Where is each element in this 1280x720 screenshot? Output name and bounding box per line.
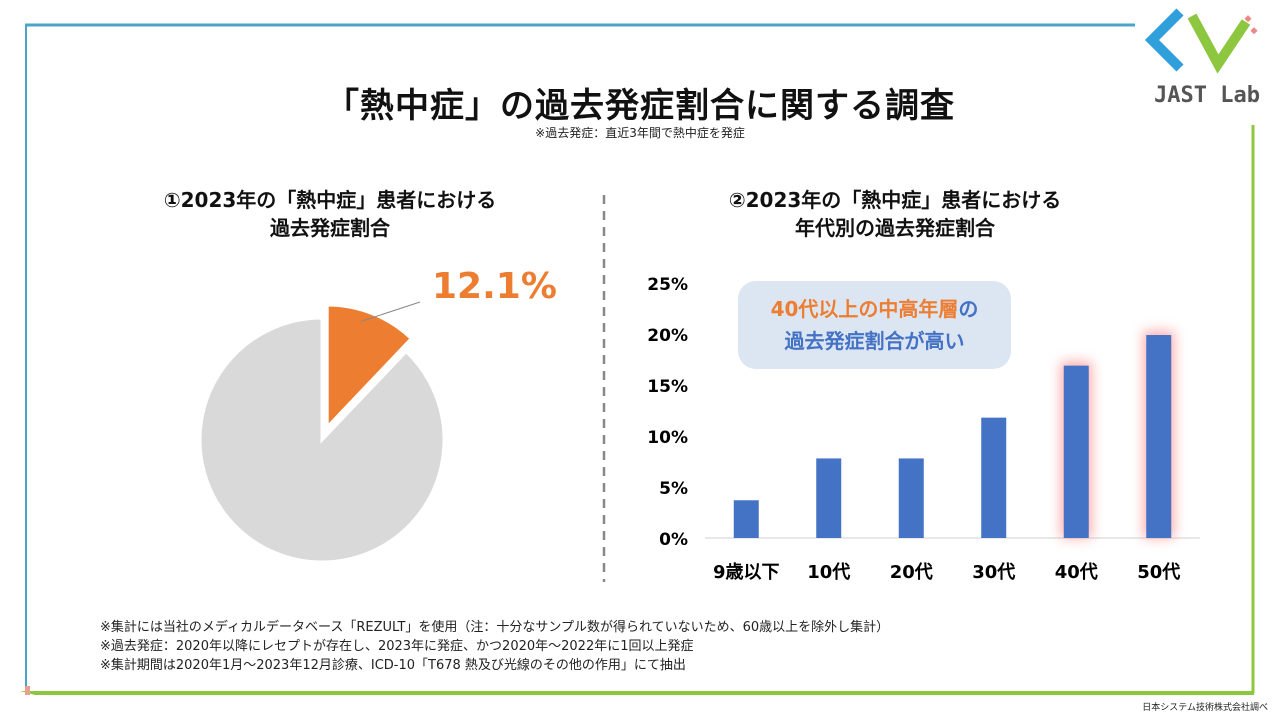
x-category-label: 50代	[1137, 562, 1180, 583]
page-subtitle: ※過去発症：直近3年間で熱中症を発症	[535, 126, 745, 140]
bar-title-line2: 年代別の過去発症割合	[795, 216, 995, 240]
callout-text: の	[958, 297, 979, 321]
y-tick-label: 25%	[647, 275, 688, 295]
callout-highlight: 40代以上の中高年層	[770, 297, 959, 321]
y-tick-label: 15%	[647, 377, 688, 397]
source-credit: 日本システム技術株式会社調べ	[1142, 703, 1268, 713]
y-tick-label: 10%	[647, 428, 688, 448]
logo-green-mark	[1187, 13, 1251, 74]
x-category-label: 9歳以下	[713, 562, 780, 583]
pie-title-line2: 過去発症割合	[270, 216, 390, 240]
x-category-label: 30代	[972, 562, 1015, 583]
bottom-frame-line	[20, 691, 1254, 695]
x-category-label: 10代	[807, 562, 850, 583]
footnote: ※過去発症：2020年以降にレセプトが存在し、2023年に発症、かつ2020年～…	[100, 639, 694, 654]
y-tick-label: 0%	[659, 530, 688, 550]
bar-section-title: ②2023年の「熱中症」患者における 年代別の過去発症割合	[660, 186, 1130, 242]
bar-50代	[1146, 335, 1172, 538]
y-tick-label: 5%	[659, 479, 688, 499]
bar-40代	[1063, 365, 1089, 538]
logo-text: JAST Lab	[1154, 83, 1260, 108]
callout-line2: 過去発症割合が高い	[784, 329, 965, 353]
footnote: ※集計期間は2020年1月～2023年12月診療、ICD-10「T678 熱及び…	[100, 658, 686, 673]
jast-lab-logo: JAST Lab	[1144, 8, 1260, 108]
pie-data-label: 12.1%	[432, 266, 557, 307]
logo-blue-mark	[1144, 8, 1184, 72]
pie-slice-1	[198, 316, 446, 564]
pie-section-title: ①2023年の「熱中症」患者における 過去発症割合	[100, 186, 560, 242]
y-tick-label: 20%	[647, 326, 688, 346]
bar-9歳以下	[733, 500, 759, 538]
pie-leader-line	[360, 301, 421, 322]
bar-30代	[981, 417, 1007, 538]
bar-title-line1: ②2023年の「熱中症」患者における	[728, 188, 1062, 212]
corner-mark	[25, 686, 30, 695]
x-category-label: 40代	[1055, 562, 1098, 583]
callout-box: 40代以上の中高年層の 過去発症割合が高い	[738, 281, 1011, 369]
bar-20代	[898, 458, 924, 538]
pie-title-line1: ①2023年の「熱中症」患者における	[163, 188, 497, 212]
pie-slice-0	[325, 303, 414, 431]
x-category-label: 20代	[890, 562, 933, 583]
bar-10代	[816, 458, 842, 538]
page-title: 「熱中症」の過去発症割合に関する調査	[325, 86, 955, 126]
footnote: ※集計には当社のメディカルデータベース「REZULT」を使用（注：十分なサンプル…	[100, 620, 890, 635]
footnotes: ※集計には当社のメディカルデータベース「REZULT」を使用（注：十分なサンプル…	[100, 618, 889, 675]
